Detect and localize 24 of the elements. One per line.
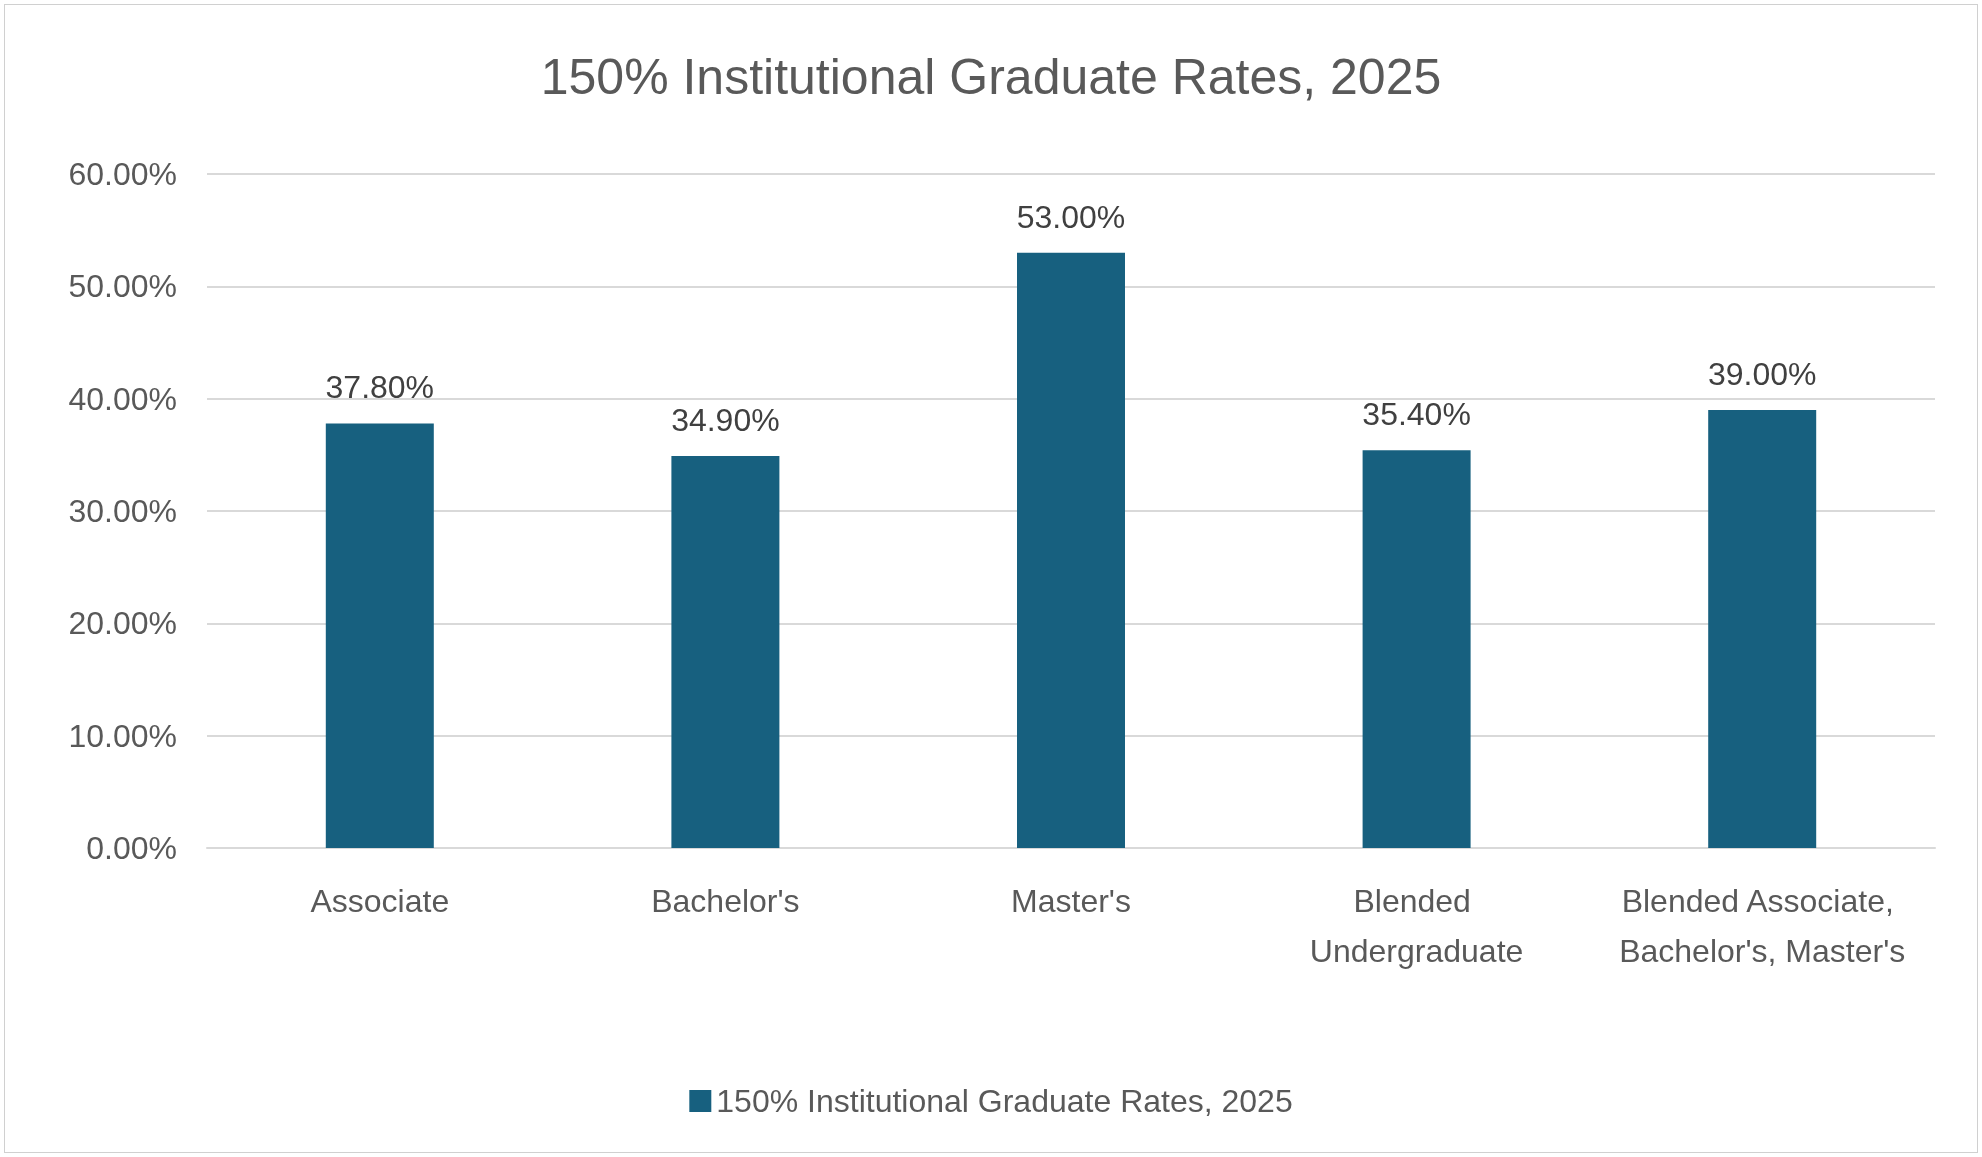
y-tick-label: 40.00% <box>68 380 177 417</box>
data-label: 35.40% <box>1362 396 1471 433</box>
legend-label: 150% Institutional Graduate Rates, 2025 <box>716 1083 1293 1119</box>
x-tick-label: Bachelor's <box>651 883 800 919</box>
x-tick-label: Blended Undergraduate <box>1309 883 1524 969</box>
bar <box>1362 450 1471 848</box>
x-tick-label: Master's <box>1011 883 1131 919</box>
y-tick-label: 30.00% <box>68 493 177 529</box>
chart-title: 150% Institutional Graduate Rates, 2025 <box>540 49 1442 105</box>
bar <box>1708 409 1817 848</box>
data-label: 53.00% <box>1016 198 1126 235</box>
bar <box>671 455 780 848</box>
bar <box>325 423 434 848</box>
y-tick-label: 50.00% <box>68 268 177 305</box>
y-tick-label: 10.00% <box>68 717 177 754</box>
y-tick-label: 60.00% <box>68 156 177 192</box>
y-tick-label: 0.00% <box>86 830 177 866</box>
data-label: 37.80% <box>325 369 435 406</box>
bar <box>1017 252 1125 848</box>
data-label: 34.90% <box>671 401 780 438</box>
y-tick-label: 20.00% <box>68 605 177 642</box>
data-label: 39.00% <box>1707 355 1817 392</box>
x-tick-label: Blended Associate, Bachelor's, Master's <box>1619 883 1906 969</box>
x-tick-label: Associate <box>310 883 450 919</box>
